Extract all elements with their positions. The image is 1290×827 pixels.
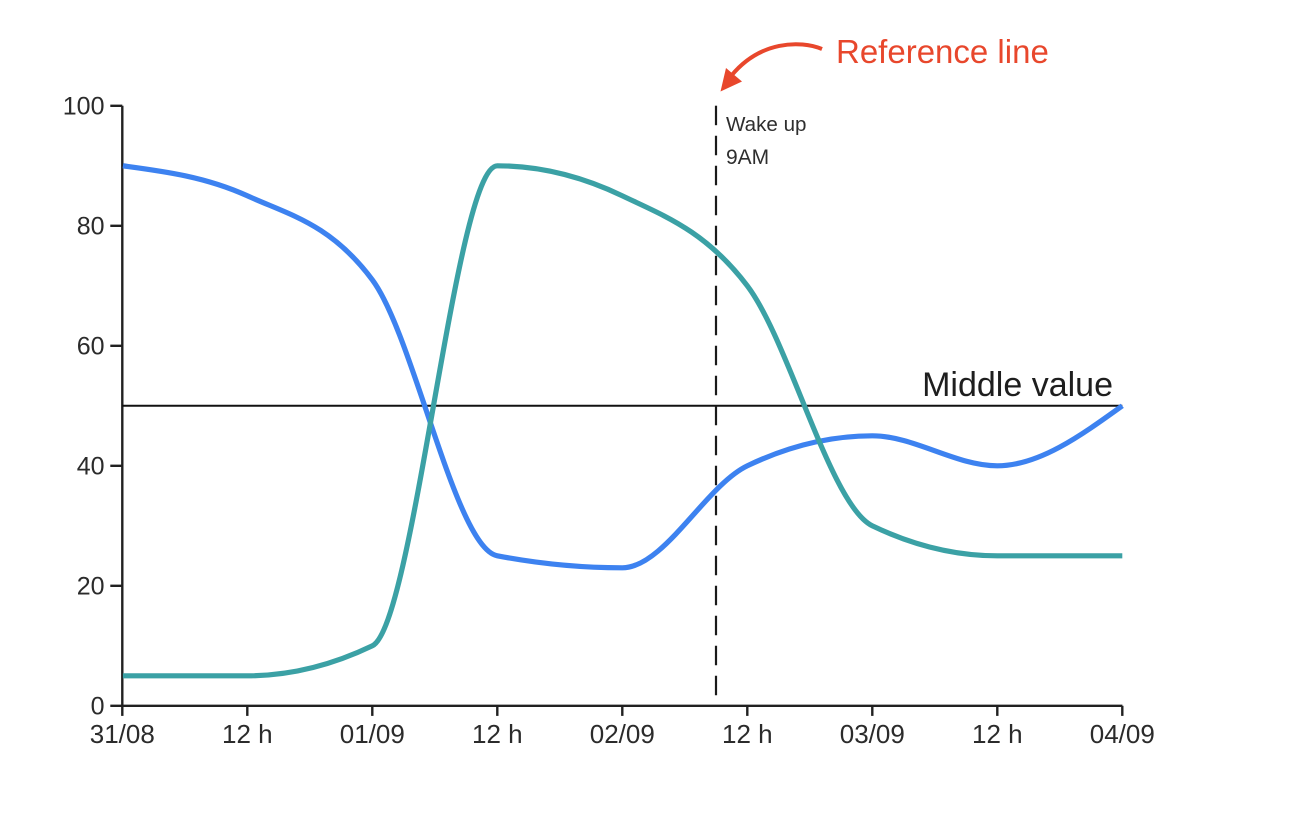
svg-text:12 h: 12 h (722, 719, 773, 749)
svg-text:80: 80 (77, 212, 105, 240)
svg-text:40: 40 (77, 452, 105, 480)
svg-text:02/09: 02/09 (590, 719, 655, 749)
svg-text:04/09: 04/09 (1090, 719, 1155, 749)
svg-text:Wake up: Wake up (726, 113, 807, 136)
svg-text:60: 60 (77, 332, 105, 360)
svg-text:12 h: 12 h (472, 719, 523, 749)
svg-text:31/08: 31/08 (90, 719, 155, 749)
svg-text:Middle value: Middle value (922, 366, 1113, 404)
svg-text:12 h: 12 h (222, 719, 273, 749)
svg-text:0: 0 (91, 692, 105, 720)
svg-text:100: 100 (63, 92, 105, 120)
svg-text:12 h: 12 h (972, 719, 1023, 749)
svg-text:9AM: 9AM (726, 146, 769, 169)
svg-text:03/09: 03/09 (840, 719, 905, 749)
svg-text:Reference line: Reference line (836, 33, 1049, 70)
svg-text:20: 20 (77, 572, 105, 600)
svg-text:01/09: 01/09 (340, 719, 405, 749)
